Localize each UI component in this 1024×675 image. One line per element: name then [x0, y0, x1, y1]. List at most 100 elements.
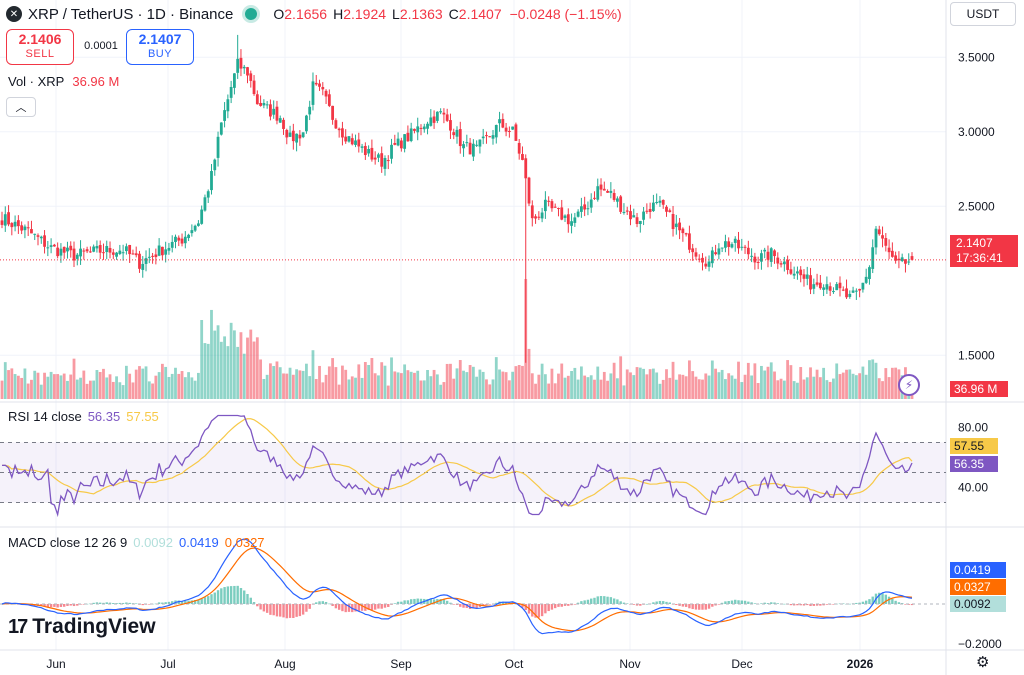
- macd-hist-bar: [377, 604, 380, 609]
- rsi-pane: [0, 414, 946, 518]
- volume-bar: [773, 371, 776, 399]
- volume-bar: [341, 365, 344, 399]
- candle-body: [259, 102, 262, 106]
- candle-body: [239, 57, 243, 69]
- volume-bar: [435, 374, 439, 399]
- candle-body: [881, 235, 884, 239]
- macd-hist-bar: [567, 604, 570, 606]
- candle-body: [488, 136, 492, 138]
- volume-bar: [255, 337, 259, 399]
- candle-body: [341, 128, 344, 138]
- currency-selector[interactable]: USDT: [950, 2, 1016, 26]
- candle-body: [854, 290, 858, 292]
- candle-body: [147, 256, 151, 258]
- lightning-icon[interactable]: ⚡: [898, 374, 920, 396]
- volume-bar: [416, 370, 420, 399]
- candle-body: [694, 252, 698, 257]
- macd-hist-bar: [108, 602, 112, 604]
- candle-body: [98, 245, 102, 253]
- macd-hist-bar: [707, 604, 711, 609]
- volume-bar: [442, 382, 446, 399]
- candle-body: [291, 130, 295, 142]
- macd-hist-bar: [691, 604, 694, 610]
- candle-body: [527, 177, 531, 204]
- macd-hist-bar: [688, 604, 691, 609]
- candle-body: [128, 244, 132, 255]
- macd-hist-bar: [475, 604, 478, 608]
- volume-bar: [386, 385, 390, 399]
- volume-bar: [82, 370, 86, 399]
- volume-bar: [861, 366, 865, 399]
- volume-bar: [108, 374, 112, 399]
- macd-hist-bar: [861, 601, 865, 604]
- symbol-title[interactable]: XRP / TetherUS · 1D · Binance: [28, 5, 234, 23]
- macd-hist-bar: [282, 604, 285, 618]
- macd-hist-bar: [347, 604, 351, 612]
- candle-body: [236, 58, 240, 73]
- macd-hist-bar: [459, 604, 462, 607]
- volume-bars: [0, 279, 914, 399]
- volume-bar: [305, 363, 308, 399]
- volume-bar: [259, 359, 262, 399]
- time-tick-label: Aug: [274, 657, 295, 671]
- macd-hist-bar: [445, 600, 449, 604]
- sell-button[interactable]: 2.1406 SELL: [6, 29, 74, 65]
- candle-body: [553, 206, 557, 208]
- macd-hist-bar: [216, 590, 220, 604]
- macd-hist-bar: [812, 604, 815, 606]
- volume-bar: [612, 362, 616, 399]
- volume-bar: [593, 379, 596, 399]
- candle-body: [648, 208, 652, 212]
- volume-bar: [753, 363, 757, 399]
- macd-hist-bar: [550, 604, 554, 610]
- candle-body: [737, 239, 740, 249]
- candle-body: [445, 114, 449, 121]
- macd-hist-bar: [161, 602, 164, 604]
- candle-body: [442, 112, 446, 115]
- volume-bar: [606, 380, 609, 399]
- tradingview-logo[interactable]: 17 TradingView: [8, 615, 156, 639]
- time-tick-label: Jun: [46, 657, 65, 671]
- volume-bar: [39, 384, 43, 399]
- candle-body: [435, 111, 439, 121]
- volume-bar: [151, 383, 154, 399]
- candle-body: [301, 132, 305, 138]
- buy-button[interactable]: 2.1407 BUY: [126, 29, 194, 65]
- candle-body: [193, 225, 197, 231]
- macd-hist-bar: [452, 604, 455, 605]
- candle-body: [890, 250, 894, 257]
- candle-body: [56, 247, 60, 257]
- candle-body: [308, 106, 312, 115]
- macd-hist-bar: [675, 604, 678, 606]
- volume-bar: [193, 380, 197, 399]
- rsi-value: 56.35: [87, 409, 121, 424]
- candle-body: [458, 129, 462, 147]
- macd-hist-bar: [678, 604, 681, 606]
- volume-bar: [46, 376, 50, 399]
- macd-hist-bar: [603, 596, 606, 604]
- volume-bar: [164, 366, 168, 399]
- sell-label: SELL: [25, 48, 55, 60]
- rsi-tick-label: 40.00: [958, 481, 988, 495]
- macd-hist-bar: [655, 601, 658, 604]
- candle-body: [210, 171, 213, 191]
- candle-body: [851, 290, 855, 293]
- collapse-legend-button[interactable]: ︿: [6, 97, 36, 117]
- macd-hist-bar: [540, 604, 544, 617]
- macd-hist-bar: [426, 599, 429, 604]
- volume-bar: [409, 371, 413, 399]
- candle-body: [174, 236, 177, 242]
- volume-bar: [671, 361, 675, 399]
- volume-bar: [805, 377, 809, 399]
- gear-icon[interactable]: ⚙: [976, 654, 990, 671]
- candle-body: [26, 227, 30, 229]
- volume-bar: [180, 371, 184, 399]
- volume-bar: [393, 371, 397, 399]
- time-tick-label: Oct: [505, 657, 524, 671]
- volume-bar: [455, 368, 459, 399]
- volume-bar: [887, 377, 891, 399]
- candle-body: [249, 73, 253, 81]
- candle-body: [177, 237, 181, 241]
- candle-body: [841, 289, 845, 291]
